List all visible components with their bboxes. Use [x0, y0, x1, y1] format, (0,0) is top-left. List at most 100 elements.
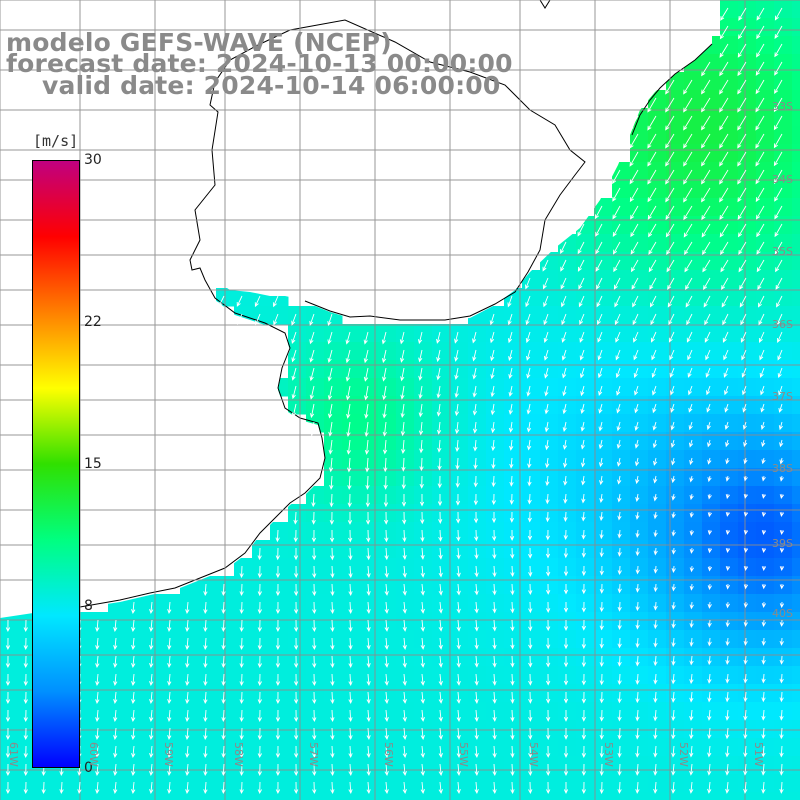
wind-speed-cell	[252, 684, 271, 703]
wind-arrow	[779, 709, 784, 721]
wind-speed-cell	[612, 360, 631, 379]
wind-arrow	[617, 637, 622, 649]
wind-arrow	[113, 781, 118, 795]
wind-speed-cell	[504, 648, 523, 667]
wind-arrow	[683, 223, 693, 238]
wind-arrow	[203, 673, 208, 687]
wind-arrow	[633, 367, 639, 379]
wind-speed-cell	[432, 774, 451, 793]
wind-speed-cell	[54, 792, 73, 800]
wind-speed-cell	[648, 792, 667, 800]
wind-speed-cell	[324, 738, 343, 757]
wind-speed-cell	[378, 648, 397, 667]
wind-speed-cell	[108, 684, 127, 703]
wind-speed-cell	[108, 702, 127, 721]
wind-speed-cell	[756, 414, 775, 433]
wind-arrow	[635, 763, 640, 776]
wind-speed-cell	[738, 360, 757, 379]
wind-speed-cell	[684, 450, 703, 469]
wind-arrow	[689, 511, 694, 518]
wind-speed-cell	[522, 522, 541, 541]
wind-speed-cell	[648, 630, 667, 649]
wind-arrow	[688, 439, 694, 448]
wind-speed-cell	[342, 486, 361, 505]
wind-speed-cell	[468, 486, 487, 505]
wind-speed-cell	[198, 684, 217, 703]
wind-speed-cell	[612, 648, 631, 667]
colorbar-tick-label: 0	[84, 760, 93, 776]
wind-speed-cell	[792, 306, 800, 325]
wind-speed-cell	[540, 630, 559, 649]
wind-speed-cell	[666, 198, 685, 217]
wind-speed-cell	[666, 774, 685, 793]
wind-speed-cell	[540, 270, 559, 289]
wind-arrow	[653, 745, 658, 758]
wind-speed-cell	[612, 432, 631, 451]
wind-speed-cell	[342, 378, 361, 397]
wind-speed-cell	[504, 684, 523, 703]
wind-speed-cell	[792, 90, 800, 109]
wind-speed-cell	[648, 108, 667, 127]
wind-speed-cell	[252, 558, 271, 577]
wind-speed-cell	[558, 414, 577, 433]
wind-speed-cell	[468, 738, 487, 757]
wind-speed-cell	[666, 702, 685, 721]
wind-speed-cell	[450, 630, 469, 649]
wind-speed-cell	[612, 540, 631, 559]
wind-arrow	[581, 655, 587, 668]
wind-arrow	[635, 529, 640, 539]
wind-arrow	[239, 619, 244, 633]
wind-speed-cell	[450, 540, 469, 559]
wind-speed-cell	[540, 396, 559, 415]
wind-arrow	[725, 709, 730, 721]
wind-arrow	[113, 727, 118, 741]
wind-arrow	[473, 475, 478, 488]
wind-arrow	[648, 259, 657, 273]
wind-arrow	[635, 655, 640, 667]
wind-arrow	[293, 655, 299, 669]
wind-arrow	[686, 313, 693, 326]
wind-arrow	[653, 763, 658, 776]
wind-speed-cell	[648, 576, 667, 595]
wind-arrow	[563, 656, 569, 668]
wind-speed-cell	[594, 234, 613, 253]
wind-arrow	[131, 601, 136, 615]
wind-arrow	[293, 709, 299, 723]
wind-speed-cell	[756, 36, 775, 55]
wind-speed-cell	[306, 522, 325, 541]
wind-arrow	[257, 601, 262, 615]
wind-arrow	[329, 511, 335, 525]
wind-arrow	[492, 763, 497, 777]
wind-arrow	[756, 259, 765, 273]
wind-speed-cell	[450, 522, 469, 541]
wind-arrow	[492, 637, 497, 650]
wind-arrow	[684, 259, 693, 273]
wind-speed-cell	[360, 450, 379, 469]
wind-arrow	[743, 727, 748, 740]
wind-arrow	[635, 709, 640, 722]
wind-arrow	[293, 637, 299, 651]
wind-arrow	[777, 367, 783, 379]
wind-arrow	[474, 565, 479, 578]
wind-arrow	[706, 403, 711, 413]
wind-speed-cell	[558, 540, 577, 559]
wind-arrow	[203, 691, 208, 705]
wind-speed-cell	[630, 144, 649, 163]
wind-arrow	[167, 637, 172, 651]
wind-speed-cell	[180, 648, 199, 667]
wind-speed-cell	[630, 684, 649, 703]
wind-speed-cell	[450, 504, 469, 523]
wind-speed-cell	[306, 702, 325, 721]
wind-speed-cell	[180, 774, 199, 793]
wind-arrow	[684, 241, 693, 255]
wind-speed-cell	[738, 198, 757, 217]
wind-arrow	[492, 655, 497, 668]
wind-speed-cell	[0, 666, 19, 685]
wind-arrow	[236, 313, 243, 326]
wind-arrow	[330, 655, 335, 669]
wind-speed-cell	[792, 324, 800, 343]
wind-speed-cell	[522, 432, 541, 451]
wind-arrow	[634, 457, 640, 467]
wind-arrow	[701, 223, 711, 238]
wind-speed-cell	[108, 666, 127, 685]
